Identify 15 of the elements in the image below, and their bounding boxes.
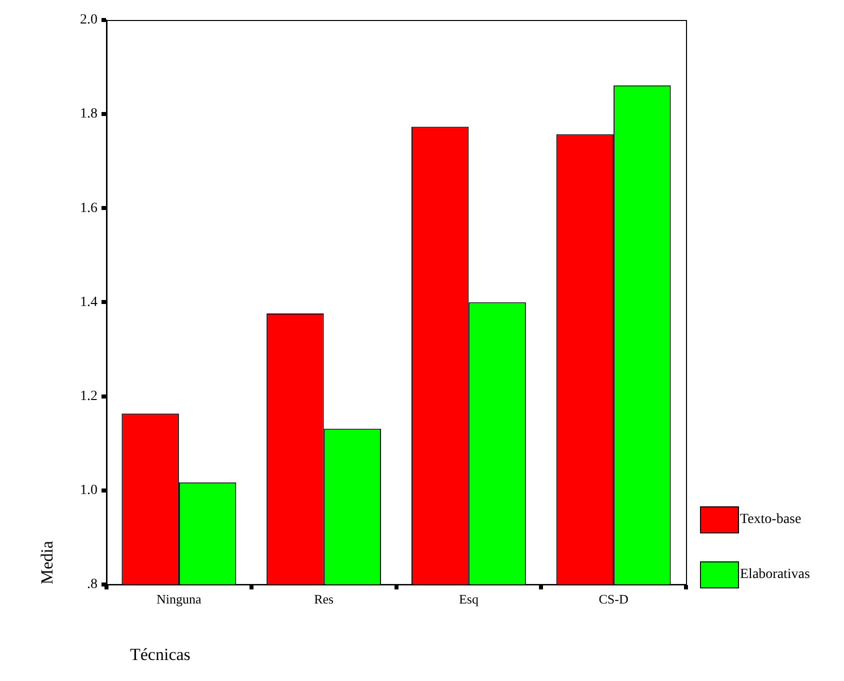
y-axis-title: Media bbox=[37, 540, 56, 584]
x-tick-label: Res bbox=[314, 592, 334, 607]
y-tick-label: .8 bbox=[87, 577, 98, 592]
y-tick-label: 1.2 bbox=[80, 388, 98, 404]
y-tick-label: 1.6 bbox=[80, 200, 98, 216]
x-tick-label: CS-D bbox=[598, 592, 628, 607]
x-axis-title: Técnicas bbox=[130, 645, 190, 664]
x-tick-label: Ninguna bbox=[156, 592, 202, 607]
legend-label: Texto-base bbox=[740, 512, 802, 528]
y-tick-label: 1.0 bbox=[80, 483, 98, 498]
y-tick-label: 2.0 bbox=[80, 12, 98, 28]
x-tick-label: Esq bbox=[458, 592, 479, 607]
y-tick-label: 1.8 bbox=[80, 106, 98, 122]
legend-label: Elaborativas bbox=[740, 567, 810, 582]
y-tick-label: 1.4 bbox=[80, 294, 98, 310]
